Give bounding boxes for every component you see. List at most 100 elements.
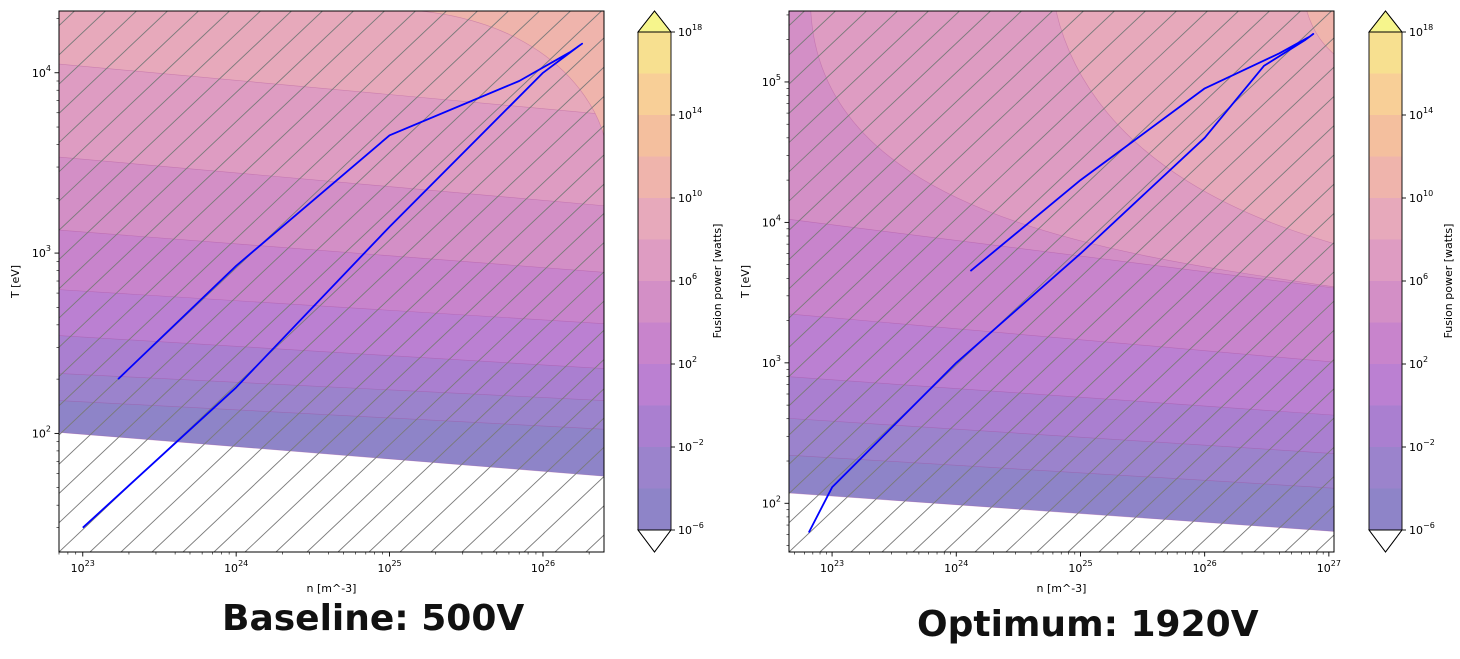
hatch-line [59,11,447,378]
hatch-line [1191,417,1334,552]
hatch-line [789,11,960,173]
y-axis-label: T [eV] [9,265,22,299]
hatch-region [789,11,1334,552]
y-axis-label: T [eV] [739,265,752,299]
colorbar-tick-label: 1018 [1409,23,1433,39]
colorbar-segment [638,32,671,74]
colorbar-tick-label: 1018 [678,23,702,39]
x-tick-label-base: 10 [224,562,238,575]
colorbar-tick-label-base: 10 [1409,358,1423,371]
colorbar-tick-label-base: 10 [678,524,692,537]
hatch-line [850,95,1334,552]
y-tick-label-base: 10 [32,67,46,80]
y-tick-label-base: 10 [32,247,46,260]
colorbar-segment [638,405,671,447]
colorbar-tick-label-exp: 10 [692,189,702,198]
y-tick-label: 103 [762,354,781,370]
colorbar-tick-label: 1014 [678,106,702,122]
colorbar-tick-label-base: 10 [1409,441,1423,454]
colorbar-tick-label-base: 10 [678,109,692,122]
hatch-line [59,11,602,524]
hatch-line [59,11,571,495]
x-axis-label: n [m^-3] [1037,582,1087,595]
colorbar-segment [638,239,671,281]
colorbar-extend-bottom [1368,529,1403,553]
colorbar-segment [638,156,671,198]
colorbar-segment [1369,281,1402,323]
colorbar-segment [1369,239,1402,281]
colorbar-tick-label-base: 10 [1409,275,1423,288]
colorbar-segment [1369,156,1402,198]
y-tick-label-exp: 4 [46,64,51,73]
colorbar-tick-label: 10−6 [1409,521,1435,537]
hatch-line [1036,271,1334,552]
colorbar-tick-label: 102 [1409,355,1428,371]
colorbar-tick-label-exp: 10 [1423,189,1433,198]
hatch-line [151,124,604,552]
y-tick-label: 102 [762,494,781,510]
x-tick-label: 1024 [944,559,968,575]
hatch-line [399,358,604,552]
colorbar-tick-label-base: 10 [678,441,692,454]
hatch-line [1098,329,1334,552]
hatch-line [368,329,604,552]
y-tick-label-exp: 4 [776,213,781,222]
hatch-line [789,11,1084,290]
hatch-line [912,154,1334,552]
hatch-line [789,11,1270,465]
x-tick-label: 1023 [71,559,95,575]
hatch-line [974,212,1334,552]
colorbar-extend-top [637,10,672,33]
hatch-line [789,11,1239,436]
hatch-line [59,11,199,144]
x-tick-label-exp: 25 [391,559,401,568]
hatch-line [819,66,1334,552]
colorbar-tick-label: 102 [678,355,697,371]
colorbar-extend-top [1368,10,1403,33]
hatch-line [244,212,604,552]
colorbar-tick-label: 1010 [1409,189,1433,205]
hatch-line [1160,388,1334,552]
colorbar-segment [1369,364,1402,406]
hatch-line [789,11,929,144]
colorbar-segment [1369,405,1402,447]
colorbar-tick-label-base: 10 [678,192,692,205]
colorbar-tick-label-exp: 2 [692,355,697,364]
colorbar-tick-label-base: 10 [678,358,692,371]
hatch-line [59,11,540,465]
y-tick-label-exp: 5 [776,73,781,82]
x-tick-label: 1023 [820,559,844,575]
hatch-line [492,446,604,552]
hatch-line [461,417,604,552]
colorbar-tick-label-exp: −2 [692,438,704,447]
x-tick-label-exp: 26 [1207,559,1217,568]
colorbar-tick-label-base: 10 [678,26,692,39]
plot-area [59,11,604,552]
colorbar-segment [1369,115,1402,157]
y-tick-label: 105 [762,73,781,89]
y-tick-label: 103 [32,244,51,260]
x-tick-label-exp: 24 [958,559,968,568]
x-tick-label-base: 10 [71,562,85,575]
colorbar-tick-label-exp: 2 [1423,355,1428,364]
y-tick-label-base: 10 [762,216,776,229]
hatch-line [789,37,1334,552]
hatch-region [59,11,604,552]
hatch-line [59,11,292,231]
colorbar-tick-label: 10−2 [1409,438,1435,454]
colorbar-tick-label: 106 [1409,272,1428,288]
hatch-line [1129,358,1334,552]
contour-band [1055,11,1334,244]
y-tick-label-base: 10 [762,497,776,510]
x-tick-label-exp: 23 [834,559,844,568]
hatch-line [89,66,604,552]
hatch-line [1067,300,1334,552]
x-tick-label-base: 10 [377,562,391,575]
hatch-line [120,95,604,552]
hatch-line [59,11,323,261]
colorbar-segment [638,322,671,364]
x-tick-label: 1026 [1193,559,1217,575]
x-tick-label: 1025 [377,559,401,575]
